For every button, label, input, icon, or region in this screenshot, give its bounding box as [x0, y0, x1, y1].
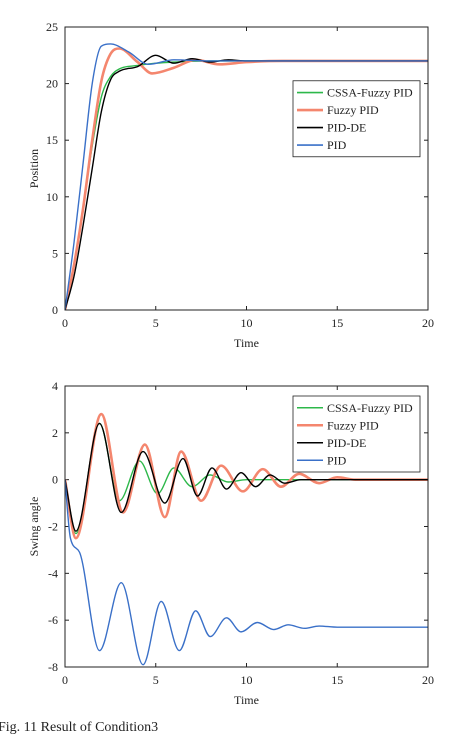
figure-caption: Fig. 11 Result of Condition3 [0, 720, 158, 735]
y-tick-label: 20 [46, 77, 58, 91]
legend-label: CSSA-Fuzzy PID [327, 401, 413, 415]
axes-frame [64, 26, 429, 311]
x-tick-label: 20 [422, 673, 434, 687]
y-tick-label: -2 [48, 520, 58, 534]
y-tick-label: 5 [52, 246, 58, 260]
legend-label: PID [327, 138, 347, 152]
y-tick-label: 10 [46, 190, 58, 204]
legend-label: Fuzzy PID [327, 418, 379, 432]
y-axis-label: Position [27, 149, 41, 188]
x-tick-label: 10 [241, 673, 253, 687]
series-line [65, 422, 428, 532]
series-line [65, 54, 428, 310]
legend-box [292, 395, 421, 473]
series-line [65, 412, 428, 540]
legend-label: Fuzzy PID [327, 103, 379, 117]
y-tick-label: -6 [48, 613, 58, 627]
legend-label: PID-DE [327, 121, 366, 135]
plot: 0 5 10 15 20 25 0 5 10 15 20 Time Position CSSA-Fuzzy… [27, 20, 434, 350]
y-tick-label: -4 [48, 566, 58, 580]
y-tick-label: 0 [52, 473, 58, 487]
x-tick-label: 15 [331, 316, 343, 330]
legend: CSSA-Fuzzy PID Fuzzy PID PID-DE PID [292, 395, 421, 473]
y-axis-label: Swing angle [27, 497, 41, 557]
legend-label: PID-DE [327, 436, 366, 450]
plot-area [65, 27, 428, 310]
x-tick-label: 15 [331, 673, 343, 687]
x-tick-label: 5 [153, 316, 159, 330]
x-tick-label: 5 [153, 673, 159, 687]
x-tick-label: 0 [62, 316, 68, 330]
series-line [65, 47, 428, 310]
plot: -8 -6 -4 -2 0 2 4 0 5 10 15 20 Time Swing angle CSSA-F… [27, 379, 434, 707]
x-tick-label: 10 [241, 316, 253, 330]
x-axis-label: Time [234, 336, 259, 350]
axes-frame [64, 385, 429, 668]
legend-label: PID [327, 453, 347, 467]
legend-box [292, 80, 421, 158]
series-line [65, 479, 428, 666]
x-tick-label: 0 [62, 673, 68, 687]
series-line [65, 43, 428, 310]
y-tick-label: 0 [52, 303, 58, 317]
y-tick-label: -8 [48, 660, 58, 674]
y-tick-label: 4 [52, 379, 58, 393]
legend-label: CSSA-Fuzzy PID [327, 86, 413, 100]
x-tick-label: 20 [422, 316, 434, 330]
y-tick-label: 15 [46, 133, 58, 147]
y-tick-label: 2 [52, 426, 58, 440]
y-tick-label: 25 [46, 20, 58, 34]
x-axis-label: Time [234, 693, 259, 707]
legend: CSSA-Fuzzy PID Fuzzy PID PID-DE PID [292, 80, 421, 158]
